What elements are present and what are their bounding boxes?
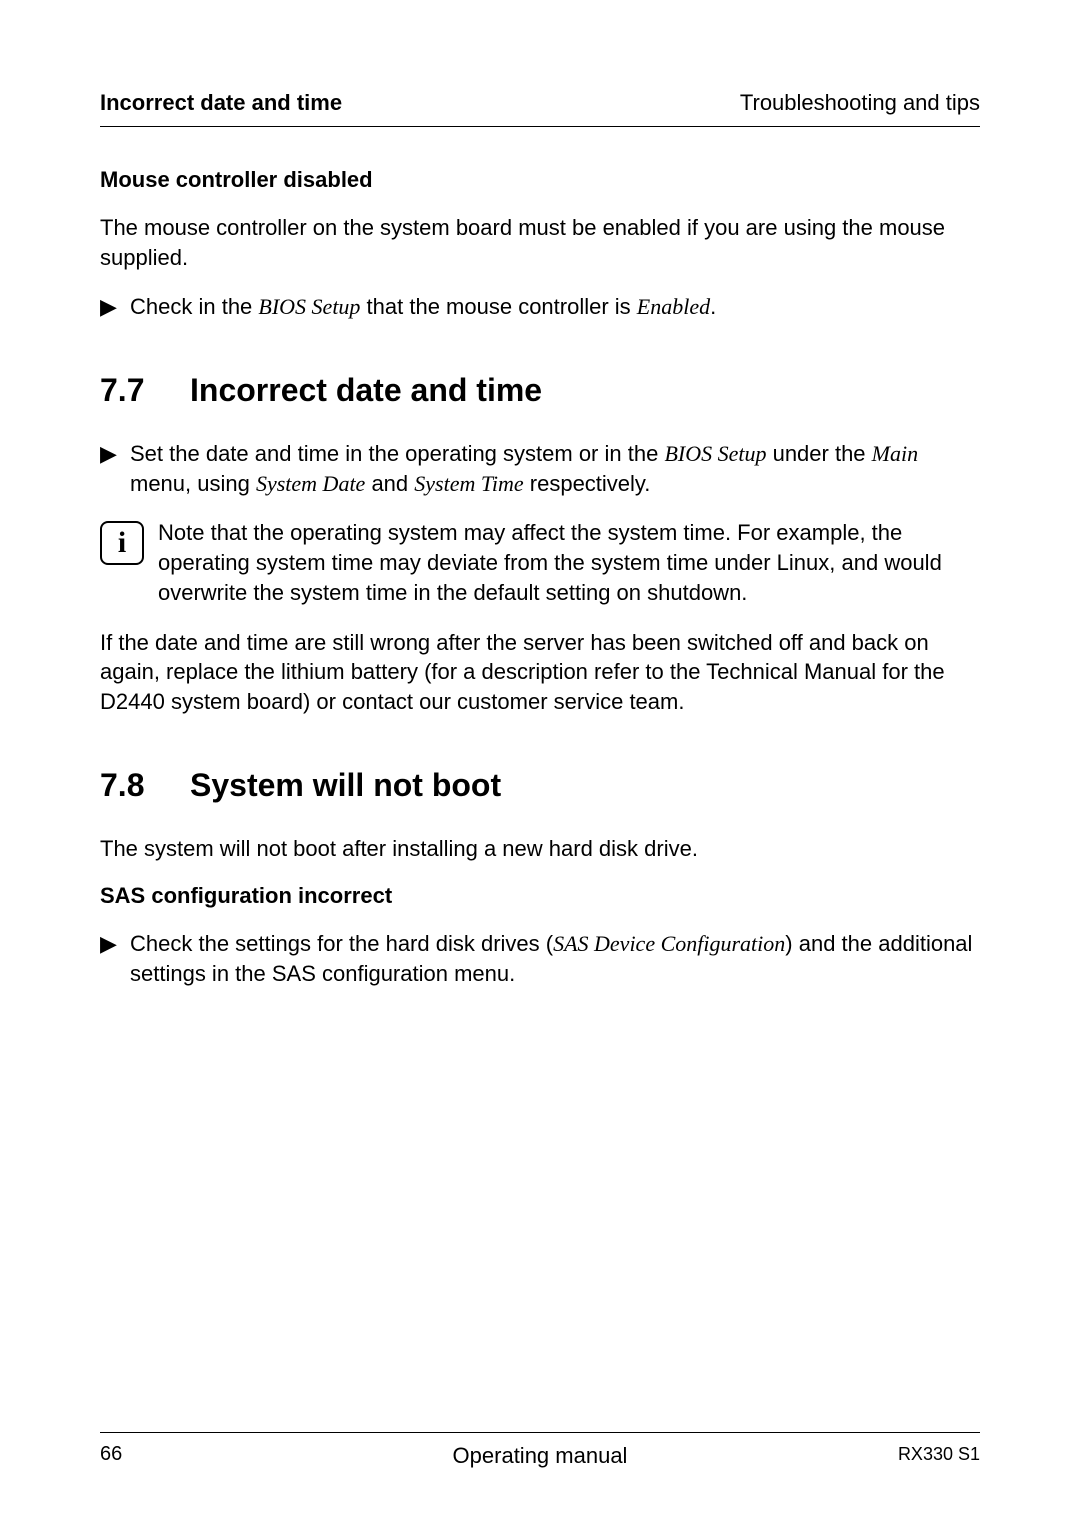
text-segment: respectively.: [524, 471, 651, 496]
bullet-marker-icon: ▶: [100, 929, 130, 959]
info-icon-wrapper: i: [100, 521, 144, 565]
text-segment: that the mouse controller is: [360, 294, 636, 319]
text-segment: menu, using: [130, 471, 256, 496]
text-segment: Set the date and time in the operating s…: [130, 441, 664, 466]
bullet-marker-icon: ▶: [100, 439, 130, 469]
footer-doc-title: Operating manual: [453, 1443, 628, 1469]
text-segment: and: [365, 471, 414, 496]
italic-text: Enabled: [637, 294, 710, 319]
section-title: Incorrect date and time: [190, 372, 980, 409]
footer-page-number: 66: [100, 1443, 122, 1466]
footer-model: RX330 S1: [898, 1444, 980, 1465]
section-number: 7.7: [100, 372, 190, 409]
section-78-heading: 7.8 System will not boot: [100, 767, 980, 804]
italic-text: BIOS Setup: [664, 441, 766, 466]
mouse-para1: The mouse controller on the system board…: [100, 213, 980, 272]
section-number: 7.8: [100, 767, 190, 804]
text-segment: Check in the: [130, 294, 258, 319]
italic-text: SAS Device Configuration: [553, 931, 785, 956]
header-right: Troubleshooting and tips: [740, 90, 980, 116]
bullet-marker-icon: ▶: [100, 292, 130, 322]
info-text: Note that the operating system may affec…: [158, 518, 980, 607]
section78-subheading: SAS configuration incorrect: [100, 883, 980, 909]
italic-text: BIOS Setup: [258, 294, 360, 319]
section-77-heading: 7.7 Incorrect date and time: [100, 372, 980, 409]
info-icon: i: [118, 526, 126, 560]
page-container: Incorrect date and time Troubleshooting …: [0, 0, 1080, 1526]
section77-bullet: ▶ Set the date and time in the operating…: [100, 439, 980, 498]
section78-para1: The system will not boot after installin…: [100, 834, 980, 864]
section78-bullet-text: Check the settings for the hard disk dri…: [130, 929, 980, 988]
section77-para-after: If the date and time are still wrong aft…: [100, 628, 980, 717]
page-footer: 66 Operating manual RX330 S1: [100, 1432, 980, 1466]
info-box: i Note that the operating system may aff…: [100, 518, 980, 607]
section-title: System will not boot: [190, 767, 980, 804]
text-segment: under the: [766, 441, 871, 466]
text-segment: .: [710, 294, 716, 319]
mouse-subheading: Mouse controller disabled: [100, 167, 980, 193]
section77-bullet-text: Set the date and time in the operating s…: [130, 439, 980, 498]
italic-text: Main: [872, 441, 918, 466]
section78-bullet: ▶ Check the settings for the hard disk d…: [100, 929, 980, 988]
italic-text: System Time: [414, 471, 523, 496]
mouse-bullet-text: Check in the BIOS Setup that the mouse c…: [130, 292, 980, 322]
italic-text: System Date: [256, 471, 365, 496]
mouse-bullet: ▶ Check in the BIOS Setup that the mouse…: [100, 292, 980, 322]
page-header: Incorrect date and time Troubleshooting …: [100, 90, 980, 127]
header-left: Incorrect date and time: [100, 90, 342, 116]
text-segment: Check the settings for the hard disk dri…: [130, 931, 553, 956]
